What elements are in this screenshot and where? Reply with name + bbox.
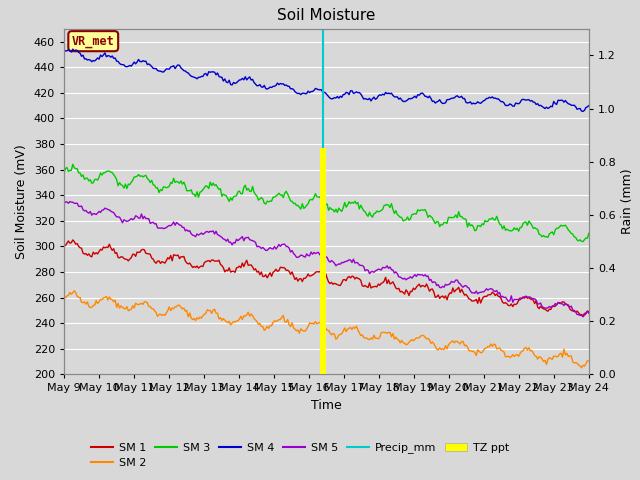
SM 5 bbox=[60, 201, 68, 206]
SM 1 bbox=[218, 263, 226, 268]
SM 2 bbox=[60, 294, 68, 300]
SM 5 bbox=[579, 314, 587, 320]
SM 4 bbox=[218, 74, 226, 80]
SM 3 bbox=[585, 230, 593, 236]
SM 5 bbox=[585, 310, 593, 316]
Legend: SM 1, SM 2, SM 3, SM 4, SM 5, Precip_mm, TZ ppt: SM 1, SM 2, SM 3, SM 4, SM 5, Precip_mm,… bbox=[87, 438, 513, 472]
SM 4 bbox=[244, 75, 252, 81]
SM 5 bbox=[236, 236, 243, 242]
SM 1 bbox=[244, 263, 252, 268]
SM 2 bbox=[291, 326, 299, 332]
X-axis label: Time: Time bbox=[311, 399, 342, 412]
SM 2 bbox=[126, 307, 134, 313]
SM 2 bbox=[236, 316, 243, 322]
SM 4 bbox=[69, 46, 77, 52]
Y-axis label: Rain (mm): Rain (mm) bbox=[621, 169, 634, 234]
Bar bbox=[319, 148, 326, 374]
SM 4 bbox=[291, 89, 299, 95]
SM 1 bbox=[585, 309, 593, 314]
Line: SM 3: SM 3 bbox=[64, 164, 589, 241]
SM 1 bbox=[60, 243, 68, 249]
SM 4 bbox=[579, 108, 587, 114]
SM 3 bbox=[60, 170, 68, 176]
SM 3 bbox=[126, 181, 134, 187]
SM 5 bbox=[557, 301, 565, 307]
SM 3 bbox=[218, 193, 226, 199]
SM 2 bbox=[585, 358, 593, 364]
SM 4 bbox=[60, 49, 68, 55]
Line: SM 4: SM 4 bbox=[64, 49, 589, 111]
Text: VR_met: VR_met bbox=[72, 35, 115, 48]
Line: SM 5: SM 5 bbox=[64, 202, 589, 317]
SM 4 bbox=[126, 62, 134, 68]
SM 3 bbox=[557, 222, 565, 228]
SM 3 bbox=[236, 188, 243, 194]
SM 3 bbox=[244, 186, 252, 192]
SM 5 bbox=[126, 217, 134, 223]
SM 3 bbox=[69, 161, 77, 167]
SM 5 bbox=[244, 234, 252, 240]
SM 5 bbox=[66, 199, 74, 204]
SM 2 bbox=[244, 310, 252, 315]
SM 3 bbox=[579, 239, 587, 244]
SM 1 bbox=[69, 237, 77, 243]
SM 1 bbox=[126, 256, 134, 262]
SM 2 bbox=[70, 288, 78, 294]
SM 2 bbox=[578, 365, 586, 371]
SM 5 bbox=[218, 235, 226, 240]
SM 4 bbox=[557, 97, 565, 103]
Y-axis label: Soil Moisture (mV): Soil Moisture (mV) bbox=[15, 144, 28, 259]
SM 4 bbox=[236, 77, 243, 83]
Title: Soil Moisture: Soil Moisture bbox=[277, 9, 376, 24]
Line: SM 1: SM 1 bbox=[64, 240, 589, 316]
SM 2 bbox=[218, 318, 226, 324]
SM 4 bbox=[585, 103, 593, 108]
SM 1 bbox=[579, 313, 587, 319]
SM 1 bbox=[291, 276, 299, 282]
SM 3 bbox=[291, 200, 299, 206]
SM 1 bbox=[236, 263, 243, 269]
SM 1 bbox=[557, 300, 565, 306]
SM 2 bbox=[557, 350, 565, 356]
SM 5 bbox=[291, 252, 299, 258]
Line: SM 2: SM 2 bbox=[64, 291, 589, 368]
